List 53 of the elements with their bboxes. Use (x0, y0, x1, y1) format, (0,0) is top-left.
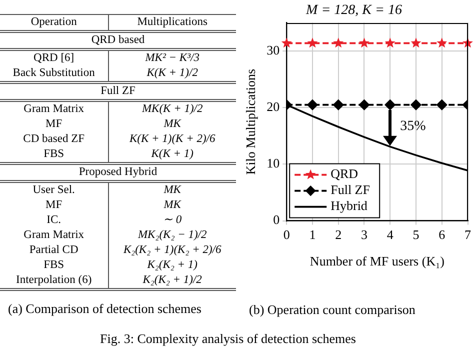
text: Full ZF (100, 85, 136, 97)
text: Partial CD (29, 244, 78, 256)
text: FBS (44, 259, 64, 271)
text: MK (164, 199, 181, 211)
text: MK (164, 118, 181, 130)
text: Gram Matrix (24, 229, 84, 241)
text: K₂(K₂ + 1)/2 (142, 274, 202, 286)
legend-label: Full ZF (330, 182, 370, 198)
category-label: Multiplications (108, 14, 236, 32)
x-tick-label: 6 (438, 227, 446, 242)
legend-label: QRD (330, 166, 358, 182)
text: K₂(K₂ + 1)(K₂ + 2)/6 (123, 244, 222, 256)
text: K₂(K₂ + 1) (147, 259, 198, 271)
text: K(K + 1)/2 (146, 67, 198, 79)
text: (a) Comparison of detection schemes (8, 301, 202, 317)
category-label: Operation (0, 14, 108, 32)
y-tick-label: 0 (273, 212, 280, 228)
text: MF (46, 199, 62, 211)
y-tick-label: 10 (266, 156, 280, 171)
caption: Fig. 3: Complexity analysis of detection schemes (100, 331, 356, 347)
text: MK² − K³/3 (145, 52, 200, 64)
text: Interpolation (6) (16, 274, 92, 286)
y-tick-label: 20 (266, 99, 280, 114)
text: MK (164, 184, 181, 196)
text: IC. (46, 214, 62, 226)
text: MF (46, 118, 62, 130)
text: User Sel. (32, 184, 75, 196)
x-tick-label: 0 (283, 227, 290, 242)
x-tick-label: 3 (360, 227, 368, 242)
text: MK₂(K₂ − 1)/2 (138, 229, 207, 241)
text: K(K + 1)(K + 2)/6 (129, 133, 216, 145)
legend-label: Hybrid (330, 198, 368, 214)
text: CD based ZF (23, 133, 85, 145)
text: ∼ 0 (163, 214, 182, 226)
text: (b) Operation count comparison (249, 302, 416, 318)
text: MK(K + 1)/2 (142, 103, 203, 115)
x-tick-label: 5 (412, 227, 420, 242)
x-tick-label: 7 (464, 227, 472, 242)
x-tick-label: 4 (386, 227, 394, 242)
text: FBS (44, 148, 64, 160)
annotation: 35% (400, 119, 426, 134)
x-tick-label: 1 (309, 227, 316, 242)
chart-title: M = 128, K = 16 (305, 3, 402, 18)
y-axis-title: Kilo Multiplications (243, 68, 258, 175)
x-tick-label: 2 (335, 227, 342, 242)
text: K(K + 1) (151, 148, 194, 160)
text: Proposed Hybrid (78, 166, 158, 178)
text: QRD [6] (34, 52, 74, 64)
text: Back Substitution (12, 67, 95, 79)
text: Gram Matrix (24, 103, 84, 115)
text: QRD based (91, 34, 145, 46)
x-axis-title: Number of MF users (K₁) (310, 254, 444, 269)
y-tick-label: 30 (266, 42, 280, 58)
